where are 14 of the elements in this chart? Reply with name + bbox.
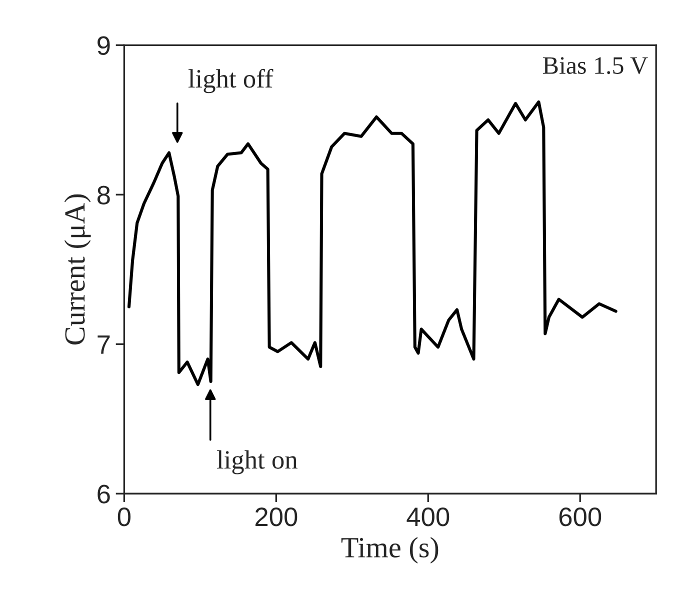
- x-tick-label: 600: [559, 508, 602, 526]
- x-tick-label: 200: [255, 508, 298, 526]
- x-axis-title: Time (s): [341, 536, 438, 564]
- x-tick-label: 0: [118, 508, 131, 526]
- y-axis-title: Current (μA): [64, 194, 91, 344]
- annotation: Bias 1.5 V: [543, 57, 648, 74]
- y-tick-label: 9: [98, 36, 110, 55]
- line-series: [127, 100, 618, 386]
- y-tick-label: 7: [98, 336, 110, 354]
- y-tick-label: 6: [98, 484, 110, 504]
- x-tick-label: 400: [406, 508, 450, 526]
- annotation: light on: [217, 450, 298, 474]
- y-tick-label: 8: [97, 186, 110, 204]
- annotation: light off: [188, 68, 274, 94]
